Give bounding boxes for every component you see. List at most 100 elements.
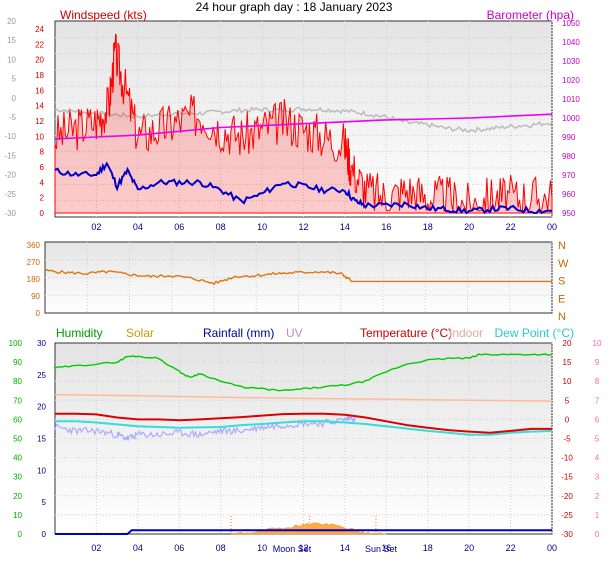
windspeed-tick: 0 (40, 209, 45, 218)
direction-series (44, 268, 552, 286)
graph-title: 24 hour graph day : 18 January 2023 (196, 0, 393, 14)
wind-average-line (54, 161, 552, 215)
time-tick: 14 (340, 543, 350, 553)
time-tick: 08 (216, 543, 226, 553)
temperature-line (55, 412, 552, 434)
windspeed-tick: 14 (35, 102, 44, 111)
temperature-time-axis: 02 04 06 08 10 12 14 16 18 20 22 00 (91, 543, 557, 553)
windspeed-tick: 8 (40, 148, 45, 157)
uv-tick: 10 (593, 339, 602, 348)
uv-tick: 6 (595, 415, 600, 424)
rainfall-tick: 20 (37, 403, 46, 412)
direction-tick: 180 (27, 275, 41, 284)
time-tick: 08 (216, 222, 226, 232)
uv-label: UV (286, 326, 303, 340)
sun-set-label: Sun Set (365, 544, 398, 554)
wind-panel: Windspeed (kts) Barometer (hpa) 24222018… (4, 8, 580, 232)
time-tick: 18 (423, 543, 433, 553)
barometer-tick: 1040 (562, 38, 580, 47)
direction-line (44, 268, 552, 286)
dew-point-label: Dew Point (°C) (495, 326, 574, 340)
windspeed-tick: 24 (35, 25, 44, 34)
temperature-tick: 5 (565, 396, 570, 405)
wind-grid (55, 21, 553, 217)
rainfall-tick: 15 (37, 435, 46, 444)
temperature-tick: 15 (563, 358, 572, 367)
humidity-tick: 20 (13, 492, 22, 501)
compass-label: N (558, 311, 566, 323)
windspeed-tick: 16 (35, 86, 44, 95)
windspeed-tick: 22 (35, 40, 44, 49)
rainfall-tick: 25 (37, 371, 46, 380)
temperature-panel: Humidity Solar Rainfall (mm) UV Temperat… (9, 326, 602, 554)
moon-set-label: Moon Set (273, 544, 312, 554)
windspeed-outer-tick: -20 (4, 171, 16, 180)
time-tick: 00 (547, 543, 557, 553)
humidity-tick: 40 (13, 454, 22, 463)
rainfall-line (55, 529, 552, 535)
temperature-tick: -30 (561, 530, 573, 539)
rainfall-tick: 0 (42, 530, 47, 539)
uv-tick: 5 (595, 435, 600, 444)
windspeed-outer-tick: -15 (4, 151, 16, 160)
windspeed-outer-tick: -10 (4, 132, 16, 141)
windspeed-outer-tick: -30 (4, 209, 16, 218)
uv-tick: 1 (595, 511, 600, 520)
direction-tick: 270 (27, 258, 41, 267)
barometer-tick: 1010 (562, 95, 580, 104)
time-tick: 12 (298, 543, 308, 553)
temperature-axis: 20 15 10 5 0 -5 -10 -15 -20 -25 -30 (561, 339, 573, 539)
rainfall-label: Rainfall (mm) (203, 326, 274, 340)
time-tick: 18 (423, 222, 433, 232)
time-tick: 10 (257, 543, 267, 553)
windspeed-tick: 4 (40, 178, 45, 187)
time-tick: 20 (464, 543, 474, 553)
dew-point-line (55, 420, 553, 436)
compass-label: S (558, 276, 565, 288)
time-tick: 06 (174, 543, 184, 553)
time-tick: 04 (133, 543, 143, 553)
time-tick: 06 (174, 222, 184, 232)
temperature-tick: -15 (561, 473, 573, 482)
time-tick: 22 (506, 222, 516, 232)
time-tick: 10 (257, 222, 267, 232)
humidity-tick: 60 (13, 415, 22, 424)
barometer-tick: 1030 (562, 57, 580, 66)
uv-tick: 2 (595, 492, 600, 501)
humidity-tick: 0 (18, 530, 23, 539)
windspeed-outer-axis: 20 15 10 5 0 -5 -10 -15 -20 -25 -30 (4, 17, 16, 218)
indoor-label: Indoor (449, 326, 483, 340)
direction-tick: 0 (36, 309, 41, 318)
windspeed-tick: 18 (35, 71, 44, 80)
wind-time-axis: 02 04 06 08 10 12 14 16 18 20 22 00 (91, 222, 557, 232)
uv-tick: 3 (595, 473, 600, 482)
time-tick: 00 (547, 222, 557, 232)
windspeed-outer-tick: -5 (9, 113, 17, 122)
temperature-tick: -5 (563, 435, 571, 444)
humidity-line (54, 353, 553, 392)
barometer-tick: 1020 (562, 76, 580, 85)
temperature-series (54, 353, 553, 535)
temperature-tick: -10 (561, 454, 573, 463)
humidity-tick: 10 (13, 511, 22, 520)
humidity-tick: 30 (13, 473, 22, 482)
uv-tick: 4 (595, 454, 600, 463)
temperature-tick: -20 (561, 492, 573, 501)
windspeed-tick: 20 (35, 56, 44, 65)
windspeed-outer-tick: -25 (4, 190, 16, 199)
time-tick: 22 (506, 543, 516, 553)
humidity-label: Humidity (56, 326, 103, 340)
barometer-label: Barometer (hpa) (487, 8, 574, 22)
temperature-grid (55, 343, 553, 534)
uv-tick: 9 (595, 358, 600, 367)
time-tick: 16 (381, 222, 391, 232)
windspeed-outer-tick: 10 (7, 55, 16, 64)
direction-grid (45, 242, 553, 313)
temperature-tick: 0 (565, 415, 570, 424)
compass-label: N (558, 240, 566, 252)
windspeed-outer-tick: 5 (12, 75, 17, 84)
barometer-tick: 990 (562, 133, 576, 142)
temperature-tick: 10 (563, 377, 572, 386)
